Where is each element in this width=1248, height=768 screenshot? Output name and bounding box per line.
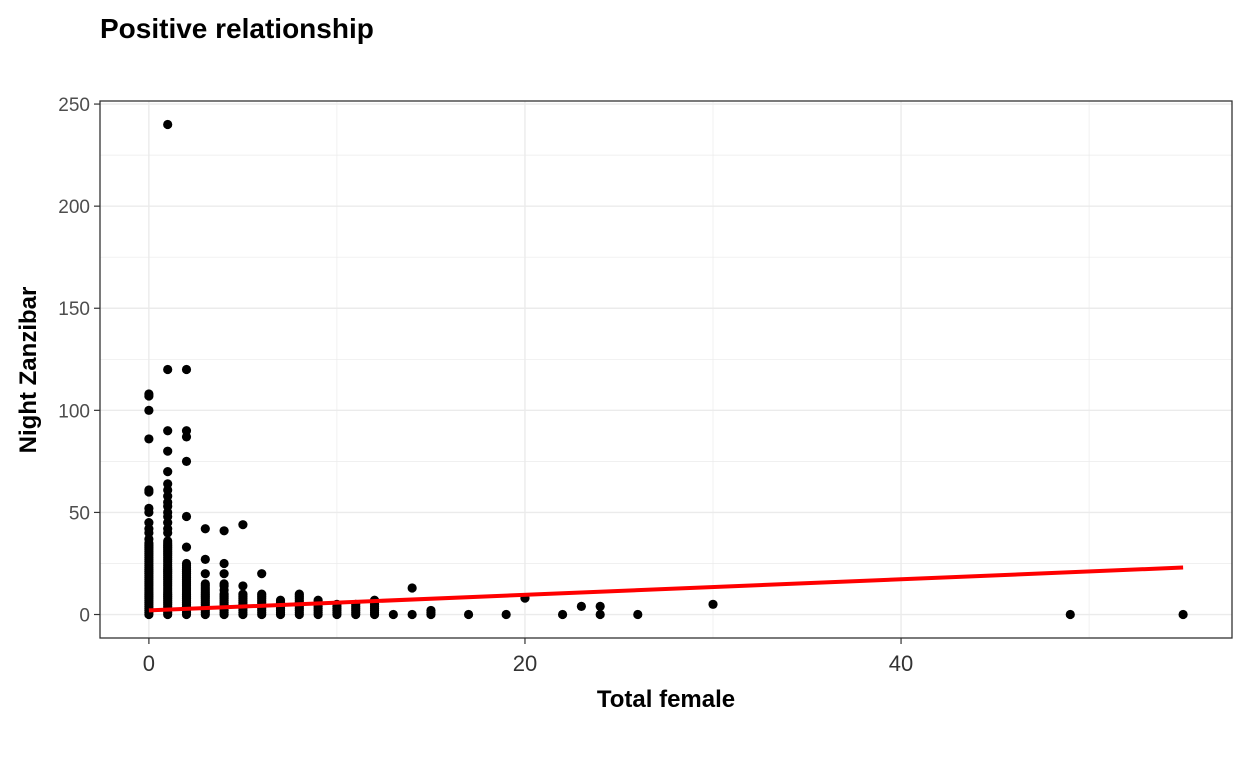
data-point [181, 426, 192, 436]
data-point [708, 599, 718, 609]
data-point [163, 446, 173, 456]
data-point [426, 605, 436, 616]
x-tick-label: 20 [513, 651, 537, 676]
data-point [181, 511, 192, 522]
minor-gridlines [100, 101, 1232, 638]
data-point [200, 554, 210, 564]
trend-line-group [148, 565, 1184, 613]
x-axis-title: Total female [597, 686, 735, 713]
data-point [595, 609, 605, 620]
data-point [181, 558, 192, 569]
data-point [388, 609, 398, 620]
data-point [257, 589, 267, 599]
data-point [181, 542, 192, 552]
y-axis-title: Night Zanzibar [15, 287, 42, 454]
data-point [144, 485, 154, 495]
data-point [219, 579, 229, 589]
data-point [463, 609, 474, 620]
y-axis: 0 50 100 150 200 250 [58, 95, 100, 627]
data-point [407, 583, 417, 593]
y-tick-label: 250 [58, 95, 90, 116]
data-point [144, 434, 154, 444]
data-point [200, 524, 210, 534]
chart-title: Positive relationship [100, 13, 374, 44]
data-point [633, 609, 643, 620]
y-tick-label: 0 [79, 606, 90, 627]
data-point [163, 364, 173, 375]
data-point [144, 405, 154, 415]
data-point [257, 569, 267, 579]
data-point [238, 520, 248, 530]
data-point [144, 518, 154, 528]
data-point [163, 426, 173, 436]
data-point [144, 503, 154, 513]
data-point [219, 569, 229, 579]
data-point [200, 569, 210, 579]
y-tick-label: 200 [58, 197, 90, 218]
data-point [238, 581, 248, 591]
plot-border [99, 100, 1233, 639]
data-point [181, 364, 192, 375]
y-tick-label: 100 [58, 401, 90, 422]
trend-line [148, 565, 1184, 613]
x-axis: 0 20 40 [143, 638, 913, 676]
data-point [595, 601, 605, 611]
data-point [163, 119, 173, 130]
y-tick-label: 50 [69, 503, 90, 524]
data-point [219, 526, 229, 536]
data-point [557, 609, 568, 620]
data-point [407, 609, 417, 620]
y-tick-label: 150 [58, 299, 90, 320]
data-point [576, 601, 586, 611]
data-point [144, 389, 154, 399]
data-point [163, 479, 173, 489]
data-point [1178, 609, 1188, 620]
x-tick-label: 0 [143, 651, 155, 676]
data-point [163, 466, 173, 477]
x-tick-label: 40 [889, 651, 913, 676]
data-point [219, 558, 229, 569]
data-point [501, 609, 511, 620]
data-point [275, 595, 286, 605]
data-point [163, 536, 173, 546]
data-point [181, 456, 192, 466]
plot-background [100, 101, 1232, 638]
data-point [1065, 609, 1075, 620]
major-gridlines [100, 101, 1232, 638]
data-point [200, 579, 210, 589]
data-point [294, 589, 304, 599]
data-point [238, 589, 248, 599]
